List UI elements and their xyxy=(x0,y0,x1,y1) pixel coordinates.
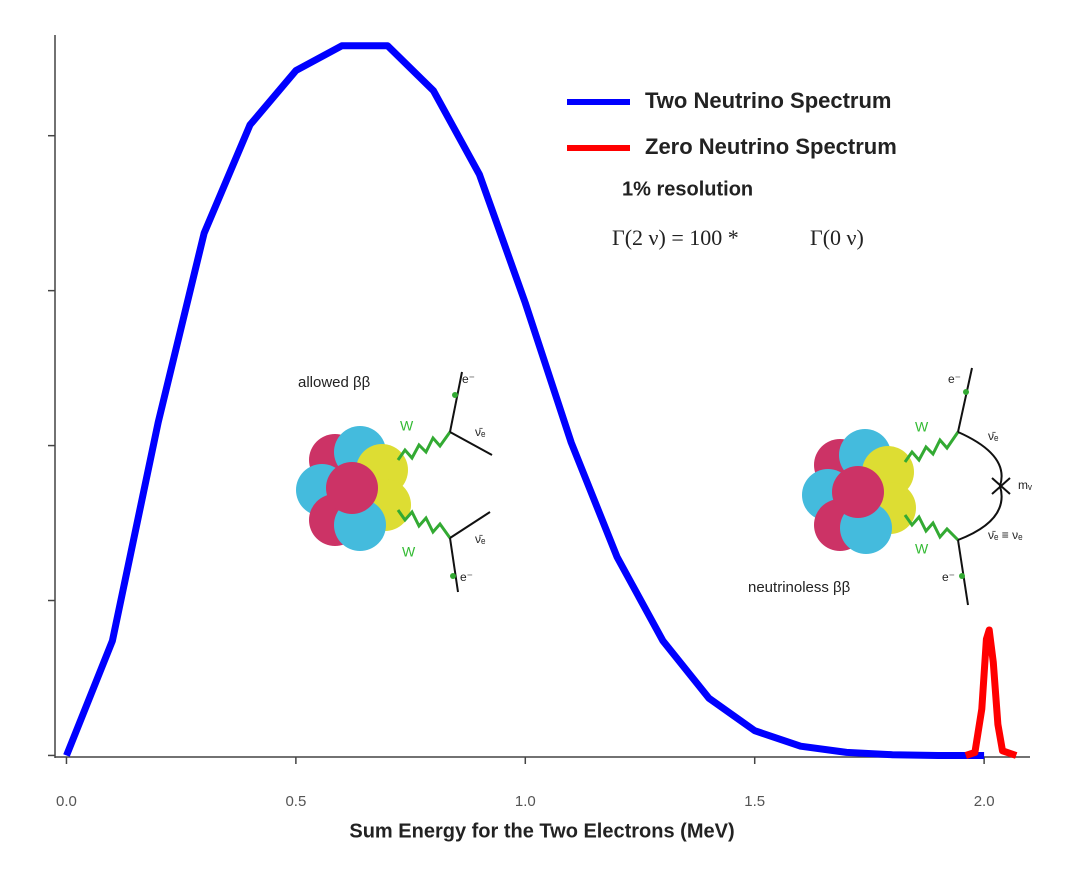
line xyxy=(63,42,985,759)
x-axis-label: Sum Energy for the Two Electrons (MeV) xyxy=(349,820,734,842)
diagram-label: ν̄ₑ xyxy=(475,532,486,546)
diagram-label: ν̄ₑ xyxy=(475,425,486,439)
diagram-label: e⁻ xyxy=(942,570,955,584)
annotation: 1% resolution xyxy=(622,178,753,200)
diagram-label: e⁻ xyxy=(462,372,475,386)
diagram-label: ν̄ₑ ≡ νₑ xyxy=(988,528,1023,542)
x-tick-label: 2.0 xyxy=(974,793,995,810)
annotation: Γ(0 ν) xyxy=(810,225,864,250)
legend-label: Zero Neutrino Spectrum xyxy=(645,134,897,159)
diagram-label: W xyxy=(915,541,929,557)
annotation: Γ(2 ν) = 100 * xyxy=(612,225,739,250)
diagram-label: W xyxy=(915,419,929,435)
diagram-label: W xyxy=(402,544,416,560)
x-tick-label: 1.0 xyxy=(515,793,536,810)
diagram-label: neutrinoless ββ xyxy=(748,579,851,596)
nucleus-diagram xyxy=(296,371,493,593)
diagram-label: allowed ββ xyxy=(298,374,371,391)
diagram-label: e⁻ xyxy=(460,570,473,584)
diagram-label: mᵥ xyxy=(1018,478,1032,492)
nucleus-diagram xyxy=(802,367,1011,606)
diagram-label: W xyxy=(400,418,414,434)
x-tick-label: 1.5 xyxy=(744,793,765,810)
line xyxy=(964,626,1018,759)
x-tick-label: 0.5 xyxy=(285,793,306,810)
diagram-label: e⁻ xyxy=(948,372,961,386)
legend-label: Two Neutrino Spectrum xyxy=(645,88,892,113)
x-tick-label: 0.0 xyxy=(56,793,77,810)
diagram-label: ν̄ₑ xyxy=(988,429,999,443)
